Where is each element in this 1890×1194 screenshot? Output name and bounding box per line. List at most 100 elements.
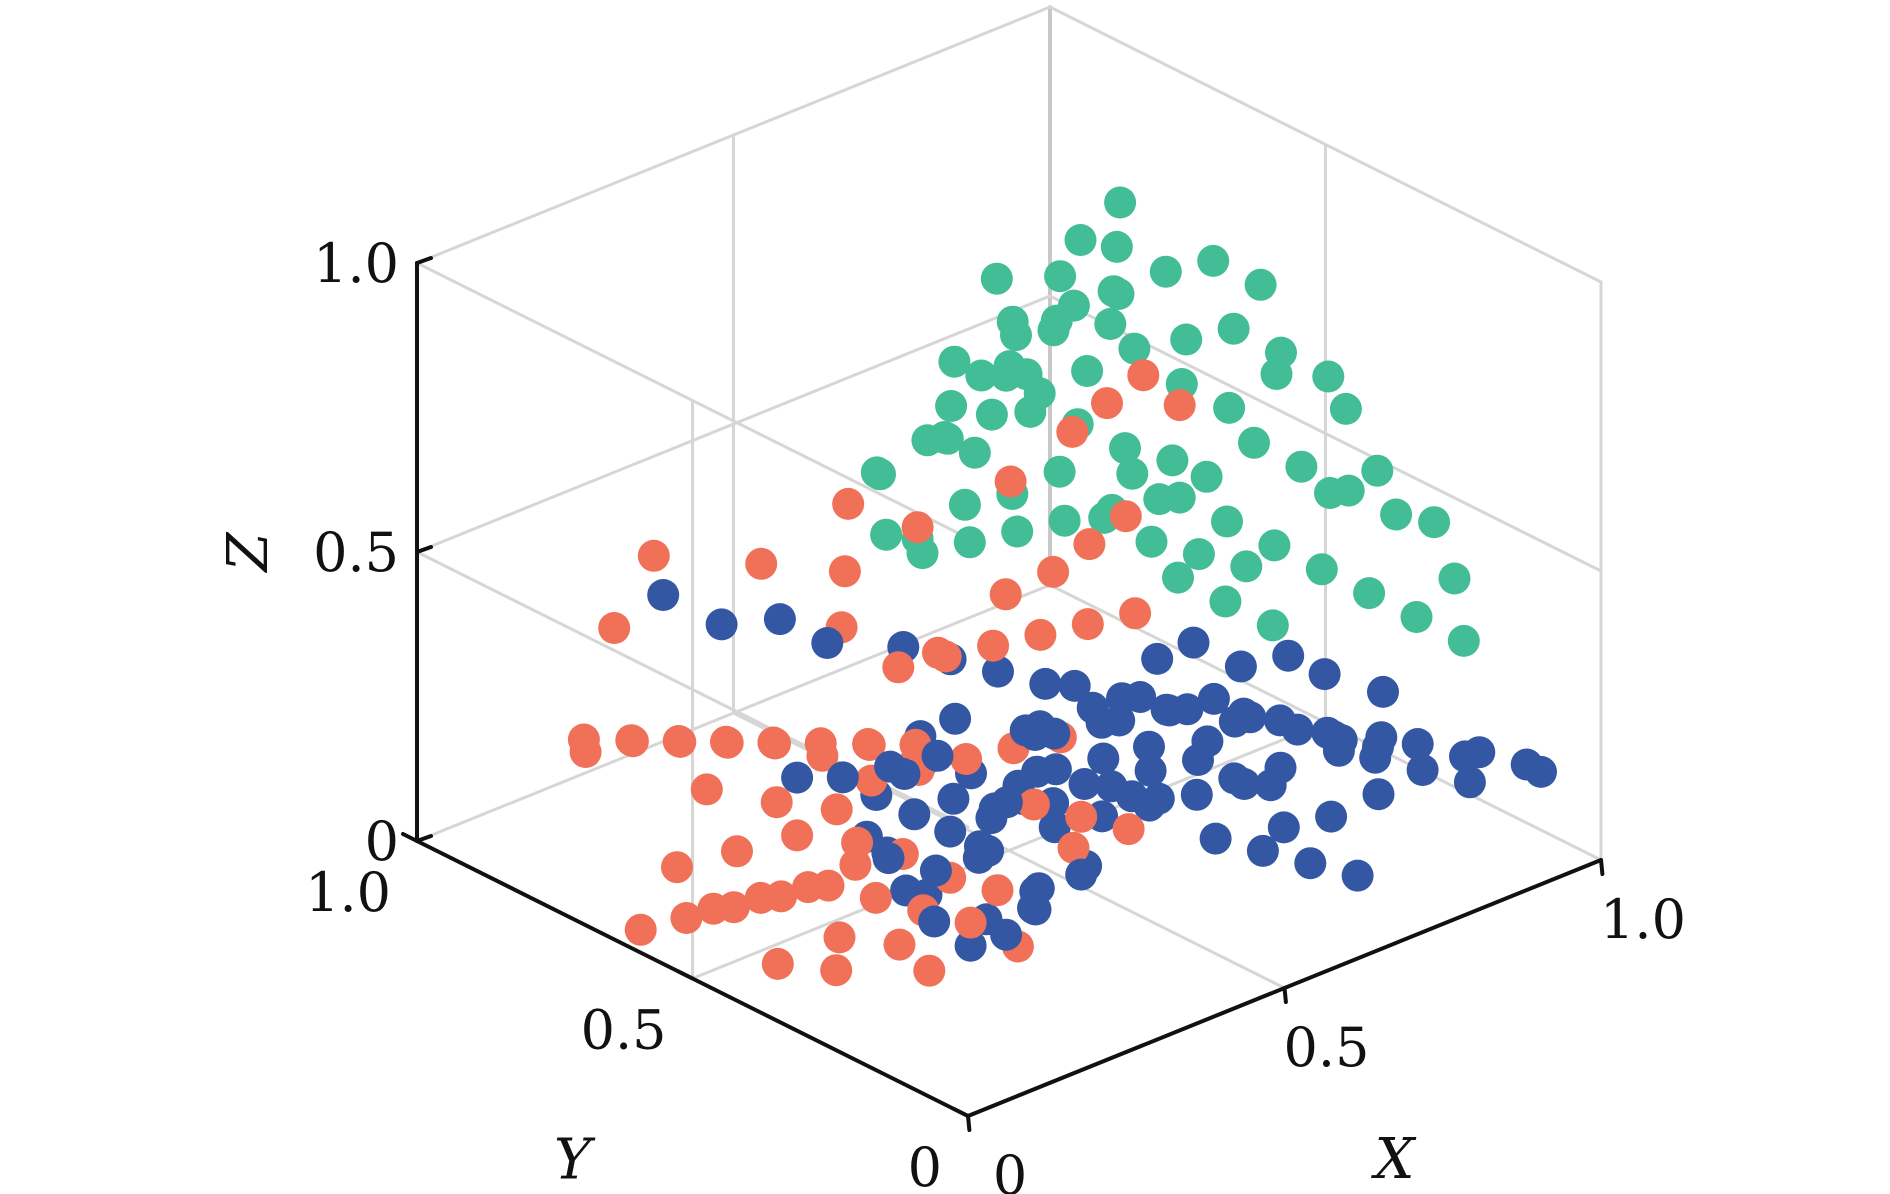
data-point-series-3 xyxy=(1097,275,1130,308)
data-point-series-2 xyxy=(1073,528,1106,561)
data-point-series-3 xyxy=(938,345,971,378)
data-point-series-1 xyxy=(1142,782,1175,815)
data-point-series-1 xyxy=(918,905,951,938)
data-points xyxy=(567,186,1557,987)
data-point-series-1 xyxy=(937,782,970,815)
data-point-series-3 xyxy=(1182,538,1215,571)
data-point-series-1 xyxy=(1141,642,1174,675)
data-point-series-2 xyxy=(832,487,865,520)
data-point-series-1 xyxy=(1177,626,1210,659)
data-point-series-3 xyxy=(1100,230,1133,263)
data-point-series-1 xyxy=(1029,667,1062,700)
z-tick-label: 1.0 xyxy=(313,232,399,295)
data-point-series-1 xyxy=(1311,716,1344,749)
data-point-series-3 xyxy=(1149,255,1182,288)
data-point-series-3 xyxy=(1380,498,1413,531)
data-point-series-3 xyxy=(1197,244,1230,277)
z-axis-label: Z xyxy=(216,531,281,573)
data-point-series-2 xyxy=(820,793,853,826)
data-point-series-3 xyxy=(1305,553,1338,586)
data-point-series-1 xyxy=(872,842,905,875)
data-point-series-1 xyxy=(1197,682,1230,715)
data-point-series-3 xyxy=(1329,392,1362,425)
data-point-series-3 xyxy=(1418,506,1451,539)
data-point-series-2 xyxy=(567,723,600,756)
axes xyxy=(401,256,1605,1132)
data-point-series-2 xyxy=(859,881,892,914)
data-point-series-3 xyxy=(1209,585,1242,618)
x-tick xyxy=(1599,858,1605,876)
data-point-series-1 xyxy=(1134,754,1167,787)
data-point-series-3 xyxy=(1213,391,1246,424)
data-point-series-3 xyxy=(1001,515,1034,548)
data-point-series-1 xyxy=(1264,704,1296,737)
x-axis-label: X xyxy=(1371,1127,1417,1192)
data-point-series-2 xyxy=(721,835,753,868)
x-tick-label: 0 xyxy=(993,1144,1027,1194)
data-point-series-2 xyxy=(690,773,723,806)
data-point-series-3 xyxy=(975,398,1008,431)
data-point-series-2 xyxy=(757,726,790,759)
x-tick xyxy=(966,1114,972,1132)
data-point-series-3 xyxy=(1104,186,1137,219)
z-tick xyxy=(415,545,433,554)
data-point-series-3 xyxy=(928,421,961,453)
data-point-series-1 xyxy=(1449,740,1481,773)
data-point-series-1 xyxy=(781,761,814,794)
data-point-series-2 xyxy=(981,874,1014,907)
data-point-series-2 xyxy=(812,869,845,902)
data-point-series-2 xyxy=(1037,555,1070,588)
data-point-series-3 xyxy=(1332,474,1365,507)
data-point-series-1 xyxy=(1510,748,1543,781)
data-point-series-2 xyxy=(761,947,794,980)
data-point-series-1 xyxy=(990,786,1023,819)
data-point-series-2 xyxy=(765,880,798,913)
data-point-series-2 xyxy=(745,547,778,580)
data-point-series-1 xyxy=(1367,675,1399,708)
data-point-series-1 xyxy=(1065,858,1098,891)
data-point-series-2 xyxy=(977,629,1010,662)
data-point-series-1 xyxy=(963,830,996,863)
data-point-series-1 xyxy=(1272,639,1305,672)
data-point-series-2 xyxy=(929,640,962,673)
y-tick xyxy=(952,1107,970,1118)
data-point-series-3 xyxy=(1064,224,1097,256)
data-point-series-1 xyxy=(954,929,987,962)
data-point-series-3 xyxy=(1162,561,1194,594)
data-point-series-2 xyxy=(950,743,983,775)
data-point-series-3 xyxy=(1048,504,1081,537)
data-point-series-2 xyxy=(1163,389,1196,422)
data-point-series-3 xyxy=(1057,289,1090,322)
data-point-series-3 xyxy=(1044,260,1077,293)
data-point-series-2 xyxy=(637,539,670,572)
data-point-series-2 xyxy=(852,728,885,760)
data-point-series-2 xyxy=(1024,618,1057,651)
grid-line xyxy=(691,721,1327,980)
data-point-series-3 xyxy=(860,456,893,489)
data-point-series-1 xyxy=(1224,650,1257,683)
data-point-series-1 xyxy=(982,655,1014,688)
data-point-series-1 xyxy=(1341,859,1374,892)
data-point-series-3 xyxy=(1244,268,1277,301)
data-point-series-1 xyxy=(1406,754,1439,786)
data-point-series-3 xyxy=(1258,529,1291,562)
data-point-series-1 xyxy=(705,608,738,641)
data-point-series-1 xyxy=(1087,742,1120,775)
data-point-series-1 xyxy=(1085,706,1118,739)
data-point-series-1 xyxy=(1115,780,1148,813)
y-tick-label: 0 xyxy=(908,1136,942,1194)
data-point-series-1 xyxy=(1191,725,1224,758)
data-point-series-2 xyxy=(989,578,1022,611)
data-point-series-2 xyxy=(804,727,837,760)
data-point-series-1 xyxy=(1294,847,1327,880)
data-point-series-1 xyxy=(1106,682,1138,715)
data-point-series-1 xyxy=(1038,811,1071,844)
data-point-series-2 xyxy=(760,786,793,819)
axis-text: 00.51.000.51.000.51.0ZY X xyxy=(216,232,1686,1194)
data-point-series-3 xyxy=(1361,454,1394,487)
data-point-series-2 xyxy=(823,921,856,954)
data-point-series-1 xyxy=(1153,694,1186,727)
data-point-series-1 xyxy=(1133,730,1165,763)
data-point-series-3 xyxy=(1037,314,1070,347)
